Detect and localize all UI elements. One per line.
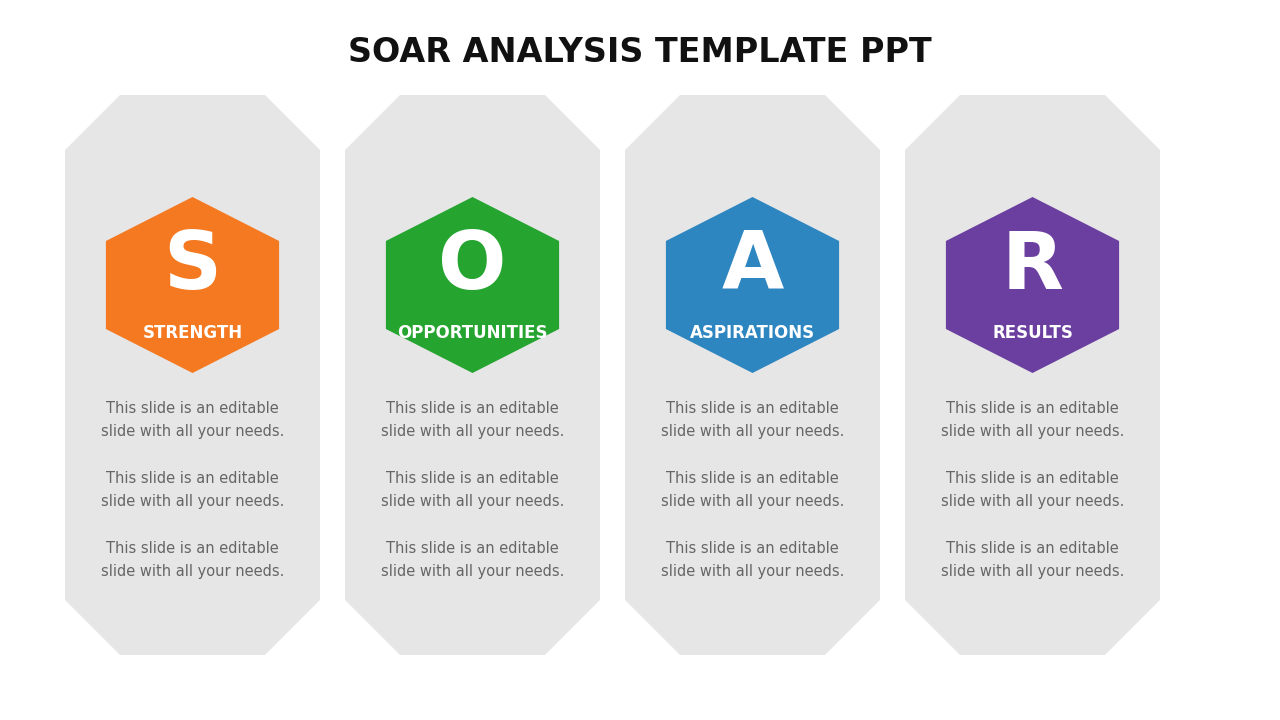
Text: ASPIRATIONS: ASPIRATIONS <box>690 324 815 342</box>
Polygon shape <box>385 197 559 373</box>
Text: This slide is an editable
slide with all your needs.: This slide is an editable slide with all… <box>660 541 845 579</box>
Polygon shape <box>625 95 881 655</box>
Text: This slide is an editable
slide with all your needs.: This slide is an editable slide with all… <box>660 401 845 438</box>
Text: This slide is an editable
slide with all your needs.: This slide is an editable slide with all… <box>381 541 564 579</box>
Polygon shape <box>905 95 1160 655</box>
Text: This slide is an editable
slide with all your needs.: This slide is an editable slide with all… <box>101 401 284 438</box>
Text: This slide is an editable
slide with all your needs.: This slide is an editable slide with all… <box>941 401 1124 438</box>
Polygon shape <box>346 95 600 655</box>
Text: This slide is an editable
slide with all your needs.: This slide is an editable slide with all… <box>941 472 1124 508</box>
Polygon shape <box>946 197 1119 373</box>
Text: This slide is an editable
slide with all your needs.: This slide is an editable slide with all… <box>101 541 284 579</box>
Polygon shape <box>106 197 279 373</box>
Text: OPPORTUNITIES: OPPORTUNITIES <box>397 324 548 342</box>
Text: This slide is an editable
slide with all your needs.: This slide is an editable slide with all… <box>381 472 564 508</box>
Text: This slide is an editable
slide with all your needs.: This slide is an editable slide with all… <box>381 401 564 438</box>
Text: S: S <box>164 228 221 306</box>
Polygon shape <box>65 95 320 655</box>
Text: O: O <box>438 228 507 306</box>
Text: This slide is an editable
slide with all your needs.: This slide is an editable slide with all… <box>660 472 845 508</box>
Text: This slide is an editable
slide with all your needs.: This slide is an editable slide with all… <box>941 541 1124 579</box>
Text: STRENGTH: STRENGTH <box>142 324 243 342</box>
Text: R: R <box>1001 228 1064 306</box>
Text: This slide is an editable
slide with all your needs.: This slide is an editable slide with all… <box>101 472 284 508</box>
Polygon shape <box>666 197 840 373</box>
Text: RESULTS: RESULTS <box>992 324 1073 342</box>
Text: A: A <box>722 228 783 306</box>
Text: SOAR ANALYSIS TEMPLATE PPT: SOAR ANALYSIS TEMPLATE PPT <box>348 35 932 68</box>
